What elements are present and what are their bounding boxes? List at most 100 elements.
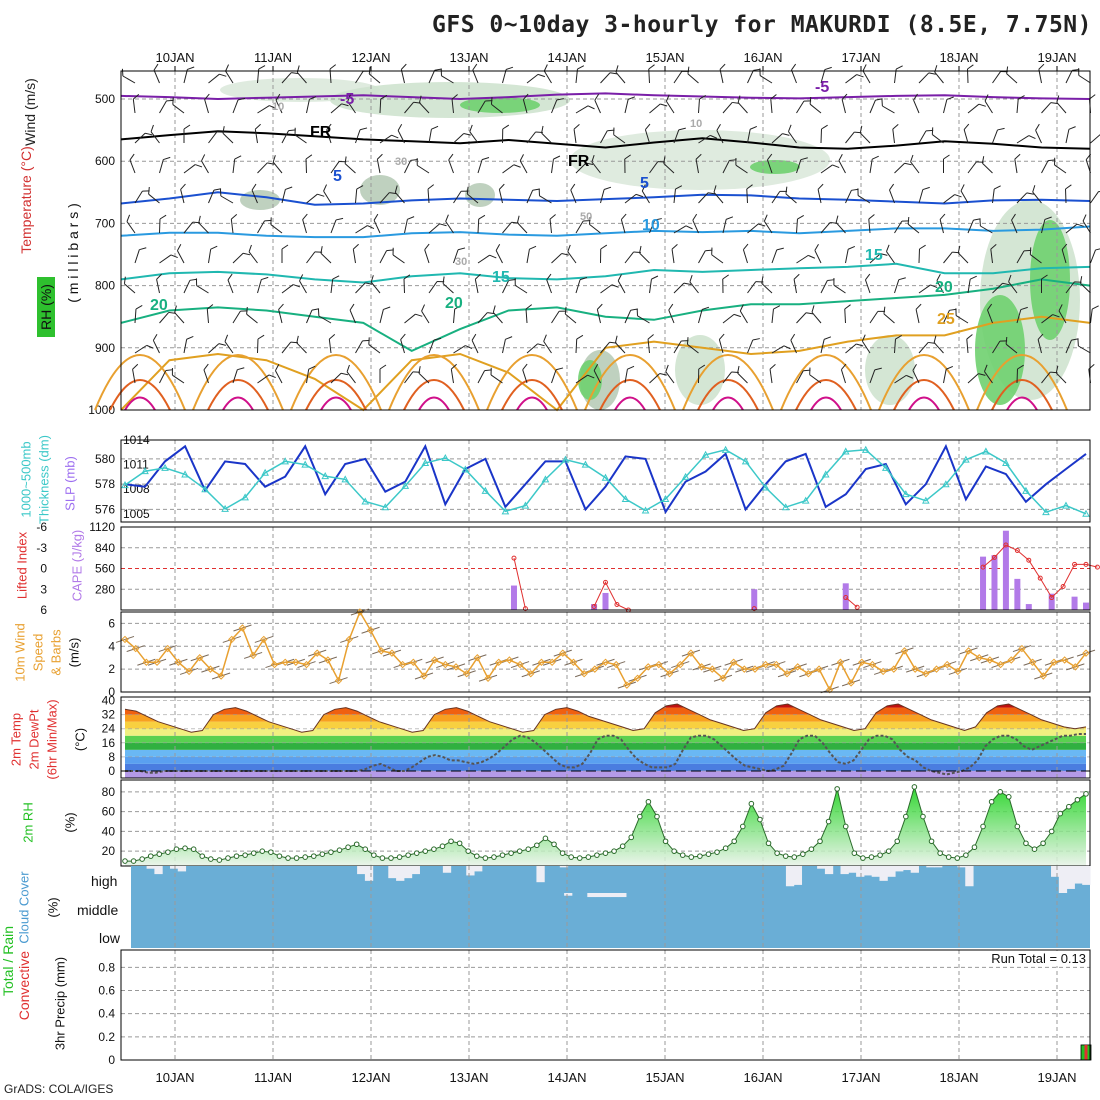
warm-contour <box>599 379 661 411</box>
li-tick-label: -6 <box>36 520 47 534</box>
wind-barb-flag <box>823 336 832 340</box>
wind-barb-flag <box>1082 214 1087 222</box>
wind-barb-staff <box>152 340 160 354</box>
li-marker <box>591 604 597 610</box>
wind-barb <box>564 306 577 324</box>
wind-barb-flag <box>308 365 316 370</box>
rh-marker <box>551 841 557 848</box>
wind-barb-staff <box>1090 133 1100 144</box>
wind-barb-flag <box>639 245 642 254</box>
cloud-clear-high <box>926 866 935 868</box>
wind-barb-staff <box>404 219 408 234</box>
wind-barb-flag <box>636 308 638 316</box>
wind-barb <box>204 93 210 114</box>
wind-barb-staff <box>869 369 876 384</box>
wind-barb-staff <box>1041 314 1053 324</box>
cape-bar <box>591 604 598 610</box>
slp-marker <box>1082 509 1090 517</box>
wind-barb-staff <box>274 370 283 384</box>
wind-barb-staff <box>474 279 479 294</box>
wind-barb-flag <box>489 254 497 259</box>
wind10-line <box>124 610 1087 692</box>
wind-barb-staff <box>796 218 798 234</box>
wind-barb-flag <box>808 254 816 259</box>
precip-label-b: Convective <box>16 951 32 1021</box>
temp-tick-label: 16 <box>102 736 116 750</box>
wind-barb <box>624 308 638 324</box>
wind-barb-staff <box>575 374 588 384</box>
wind-barb <box>687 66 699 84</box>
wind-barb-flag <box>641 184 646 192</box>
wind-barb <box>257 374 276 384</box>
li-marker <box>1026 557 1032 563</box>
temp2m-label-b: 2m DewPt <box>26 709 42 770</box>
cloud-clear-high <box>934 866 943 868</box>
cloud-clear-high <box>396 866 405 881</box>
wind-barb-staff <box>761 283 773 294</box>
wind-barb-flag <box>800 157 808 161</box>
wind-barb-staff <box>1038 69 1042 84</box>
wind-barb-staff <box>1065 281 1075 294</box>
wind-barb <box>148 186 160 204</box>
wind-barb-staff <box>180 189 185 204</box>
wind-barb-staff <box>306 99 310 114</box>
wind-barb-flag <box>210 245 218 250</box>
wind-barb-staff <box>793 279 797 294</box>
wind-barb <box>328 334 336 354</box>
wind-barb-staff <box>445 221 454 234</box>
wind-barb <box>451 94 458 114</box>
wind-barb-flag <box>203 363 209 371</box>
wind-barb <box>400 63 407 84</box>
wind-barb-flag <box>1032 185 1036 193</box>
cloud-clear-high <box>965 866 974 887</box>
wind-barb-staff <box>820 69 826 84</box>
wind-barb-staff <box>841 99 846 114</box>
wind-barb-staff <box>132 99 136 114</box>
wind-barb-staff <box>838 160 846 174</box>
wind-barb <box>159 369 174 384</box>
rh-marker <box>362 846 369 852</box>
wind-barb <box>673 340 689 354</box>
wind-barb <box>665 364 675 384</box>
isotherm--5 <box>120 92 1091 101</box>
wind-barb-flag <box>773 305 781 310</box>
rh-marker <box>885 848 892 854</box>
wind-barb <box>466 186 479 204</box>
wind-barb-staff <box>791 69 797 84</box>
precip-tick-label: 0.2 <box>98 1030 115 1044</box>
temp-tick-label: 32 <box>102 708 116 722</box>
wind-barb-flag <box>474 273 481 280</box>
wind-barb <box>477 369 492 384</box>
wind-barb-flag <box>587 374 595 379</box>
wind-barb <box>150 124 160 144</box>
rh-marker <box>413 850 420 856</box>
wind-barb-flag <box>984 94 989 102</box>
wind-barb-staff <box>477 370 486 384</box>
wind-barb <box>698 249 713 264</box>
wind-barb-staff <box>820 339 825 354</box>
wind-barb <box>134 344 154 354</box>
slp-marker <box>361 497 370 505</box>
wind-barb-staff <box>370 281 381 294</box>
wind-barb-flag <box>832 164 840 169</box>
wind-barb <box>796 369 811 384</box>
wind10-label-d: (m/s) <box>66 637 82 668</box>
wind-barb-flag <box>246 306 248 315</box>
wind-barb <box>1065 184 1072 204</box>
hot-contour <box>614 396 646 411</box>
day-label-top: 14JAN <box>547 50 586 65</box>
wind-barb <box>1016 249 1032 264</box>
wind10-marker <box>185 667 193 676</box>
wind-barb <box>275 93 283 114</box>
wind-barb <box>957 245 969 264</box>
li-marker <box>843 595 849 601</box>
wind10-marker <box>153 658 161 666</box>
wind-barb-staff <box>306 193 318 204</box>
slp-marker <box>781 503 790 511</box>
wind-barb-flag <box>645 123 651 130</box>
rh-marker <box>233 853 240 859</box>
wind-barb-staff <box>796 312 807 324</box>
wind-barb-staff <box>747 223 759 234</box>
rh-marker <box>748 800 755 807</box>
wind-barb <box>257 105 277 114</box>
